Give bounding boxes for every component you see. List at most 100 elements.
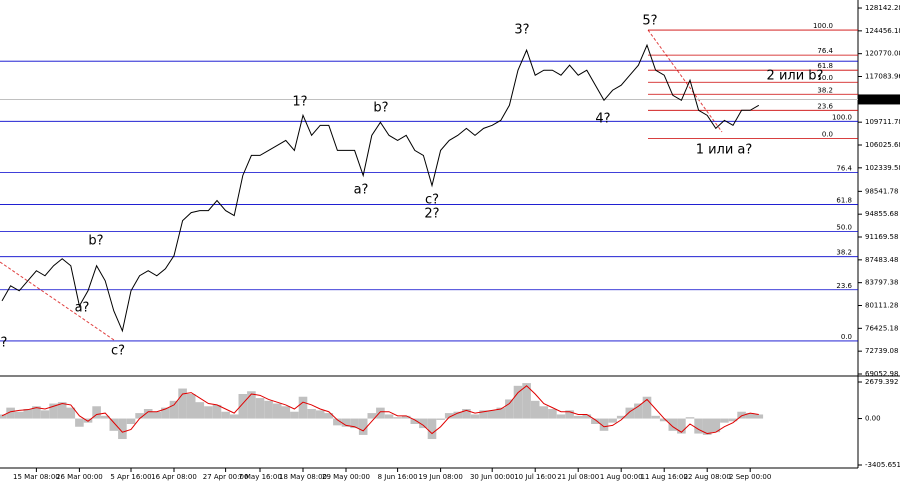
histogram-bar: [548, 408, 557, 419]
x-tick-label: 18 May 08:00: [279, 473, 327, 481]
histogram-bar: [591, 418, 600, 425]
histogram-bar: [651, 415, 660, 419]
histogram-bar: [298, 396, 308, 419]
signal-line: [1, 385, 759, 435]
histogram-bar: [264, 400, 273, 419]
y-tick-label: 83797.38: [865, 279, 898, 287]
histogram-bar: [720, 418, 729, 423]
histogram-bar: [530, 400, 540, 419]
wave-label: 1 или a?: [696, 143, 753, 158]
histogram-bar: [307, 408, 316, 419]
y-tick-label: 91169.58: [865, 233, 898, 241]
x-tick-label: 19 Jun 08:00: [418, 473, 462, 481]
histogram-bar: [290, 411, 299, 419]
x-tick-label: 10 Jul 16:00: [514, 473, 556, 481]
x-tick-label: 7 May 16:00: [238, 473, 282, 481]
y-tick-label: 128142.28: [865, 4, 900, 12]
y-tick-label: 98541.78: [865, 187, 898, 195]
histogram-bar: [608, 418, 617, 423]
histogram-bar: [135, 413, 144, 419]
histogram-bar: [57, 402, 67, 419]
wave-label: 3?: [514, 23, 529, 38]
level-label: 0.0: [841, 333, 852, 341]
histogram-bar: [737, 411, 746, 419]
histogram-bar: [272, 403, 282, 419]
histogram-bar: [367, 413, 377, 419]
y-tick-label: 109711.78: [865, 118, 900, 126]
histogram-bar: [161, 407, 170, 419]
histogram-bar: [281, 406, 291, 419]
histogram-bar: [384, 414, 394, 419]
histogram-bar: [341, 418, 351, 427]
histogram-bar: [315, 410, 325, 419]
x-tick-label: 26 Mar 00:00: [56, 473, 103, 481]
histogram-bar: [728, 418, 738, 422]
histogram-bar: [229, 414, 239, 419]
x-tick-label: 22 Aug 08:00: [684, 473, 731, 481]
histogram-bar: [444, 413, 454, 419]
level-label: 61.8: [836, 197, 852, 205]
histogram-bar: [40, 410, 50, 419]
y-tick-label: 102339.58: [865, 164, 900, 172]
level-label: 0.0: [822, 130, 833, 138]
histogram-bar: [169, 400, 179, 419]
histogram-bar: [599, 418, 609, 431]
level-label: 38.2: [817, 86, 833, 94]
wave-label: a?: [75, 301, 90, 316]
y-tick-label: 76425.18: [865, 324, 898, 332]
x-tick-label: 5 Apr 16:00: [110, 473, 151, 481]
y-tick-label: -3405.651: [865, 461, 900, 469]
histogram-bar: [410, 418, 420, 425]
histogram-bar: [83, 418, 93, 423]
wave-label: c?: [111, 344, 125, 359]
x-tick-label: 11 Aug 16:00: [641, 473, 688, 481]
wave-label: b?: [373, 101, 388, 116]
y-tick-label: 94855.68: [865, 210, 898, 218]
histogram-bar: [126, 418, 136, 425]
y-tick-label: 2679.392: [865, 378, 898, 386]
y-tick-label: 72739.08: [865, 347, 898, 355]
wave-label: 5?: [642, 14, 657, 29]
histogram-bar: [745, 413, 755, 419]
level-label: 38.2: [836, 249, 852, 257]
y-tick-label: 0.00: [865, 415, 881, 423]
histogram-bar: [221, 411, 230, 419]
histogram-bar: [505, 399, 514, 419]
histogram-bar: [677, 418, 686, 434]
histogram-bar: [401, 415, 411, 419]
histogram-bar: [479, 410, 488, 419]
level-label: 100.0: [832, 113, 852, 121]
wave-label: b?: [88, 234, 103, 249]
wave-label: a?: [354, 183, 369, 198]
histogram-bar: [462, 408, 471, 419]
histogram-bar: [66, 407, 76, 419]
y-tick-label: 87483.48: [865, 256, 898, 264]
x-tick-label: 21 Jul 08:00: [557, 473, 599, 481]
x-tick-label: 30 Jun 00:00: [470, 473, 514, 481]
x-tick-label: 8 Jun 16:00: [378, 473, 418, 481]
histogram-bar: [573, 415, 583, 419]
wave-label: c?: [425, 193, 439, 208]
level-label: 100.0: [813, 22, 833, 30]
price-line: [1, 43, 760, 333]
trend-line: [647, 29, 723, 133]
x-tick-label: 15 Mar 08:00: [13, 473, 60, 481]
histogram-bar: [668, 418, 678, 431]
histogram-bar: [109, 418, 119, 431]
histogram-bar: [178, 388, 187, 419]
histogram-bar: [238, 393, 248, 419]
histogram-bar: [75, 418, 84, 427]
histogram-bar: [685, 417, 695, 419]
histogram-bar: [152, 411, 162, 419]
histogram-bar: [582, 414, 592, 419]
histogram-bar: [204, 406, 213, 419]
histogram-bar: [255, 398, 265, 419]
histogram-bar: [100, 415, 110, 419]
histogram-bar: [358, 418, 368, 435]
wave-label: 4?: [595, 112, 610, 127]
x-tick-label: 27 Apr 00:00: [203, 473, 249, 481]
histogram-bar: [118, 418, 127, 440]
y-tick-label: 69052.98: [865, 370, 898, 378]
histogram-bar: [625, 407, 635, 419]
